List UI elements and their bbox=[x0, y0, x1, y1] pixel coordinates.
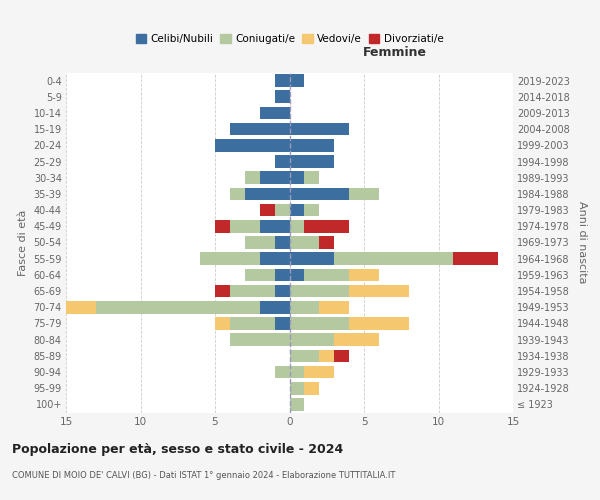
Bar bbox=[290, 172, 304, 184]
Bar bbox=[245, 268, 275, 281]
Bar bbox=[290, 139, 334, 151]
Bar bbox=[215, 139, 290, 151]
Bar bbox=[260, 301, 290, 314]
Bar bbox=[230, 285, 275, 298]
Bar bbox=[290, 285, 349, 298]
Bar bbox=[290, 382, 304, 394]
Bar bbox=[290, 268, 304, 281]
Bar bbox=[334, 350, 349, 362]
Bar bbox=[290, 204, 304, 216]
Bar bbox=[349, 188, 379, 200]
Bar bbox=[290, 350, 319, 362]
Bar bbox=[290, 188, 349, 200]
Text: Femmine: Femmine bbox=[362, 46, 427, 59]
Bar bbox=[290, 74, 304, 87]
Legend: Celibi/Nubili, Coniugati/e, Vedovi/e, Divorziati/e: Celibi/Nubili, Coniugati/e, Vedovi/e, Di… bbox=[131, 30, 448, 48]
Bar bbox=[230, 123, 290, 136]
Bar bbox=[230, 334, 290, 346]
Bar bbox=[275, 366, 290, 378]
Bar bbox=[290, 155, 334, 168]
Y-axis label: Fasce di età: Fasce di età bbox=[18, 210, 28, 276]
Bar bbox=[215, 285, 230, 298]
Bar bbox=[275, 90, 290, 103]
Bar bbox=[215, 317, 230, 330]
Bar bbox=[304, 366, 334, 378]
Bar bbox=[304, 172, 319, 184]
Bar bbox=[349, 285, 409, 298]
Bar bbox=[96, 301, 260, 314]
Bar bbox=[275, 268, 290, 281]
Bar bbox=[290, 252, 334, 265]
Bar bbox=[260, 204, 275, 216]
Text: Popolazione per età, sesso e stato civile - 2024: Popolazione per età, sesso e stato civil… bbox=[12, 442, 343, 456]
Bar bbox=[260, 106, 290, 120]
Bar bbox=[304, 382, 319, 394]
Bar bbox=[260, 252, 290, 265]
Bar bbox=[349, 317, 409, 330]
Bar bbox=[334, 252, 454, 265]
Bar bbox=[290, 334, 334, 346]
Bar bbox=[275, 74, 290, 87]
Bar bbox=[290, 123, 349, 136]
Bar bbox=[245, 188, 290, 200]
Bar bbox=[275, 204, 290, 216]
Bar bbox=[304, 204, 319, 216]
Bar bbox=[215, 220, 230, 232]
Bar bbox=[290, 317, 349, 330]
Bar bbox=[275, 155, 290, 168]
Bar bbox=[319, 236, 334, 249]
Bar bbox=[319, 301, 349, 314]
Bar bbox=[230, 317, 275, 330]
Bar bbox=[290, 220, 304, 232]
Bar bbox=[275, 236, 290, 249]
Bar bbox=[275, 285, 290, 298]
Bar bbox=[275, 317, 290, 330]
Bar bbox=[260, 220, 290, 232]
Bar bbox=[290, 236, 319, 249]
Bar bbox=[304, 220, 349, 232]
Bar bbox=[200, 252, 260, 265]
Bar bbox=[304, 268, 349, 281]
Y-axis label: Anni di nascita: Anni di nascita bbox=[577, 201, 587, 284]
Bar bbox=[454, 252, 498, 265]
Bar bbox=[319, 350, 334, 362]
Text: COMUNE DI MOIO DE' CALVI (BG) - Dati ISTAT 1° gennaio 2024 - Elaborazione TUTTIT: COMUNE DI MOIO DE' CALVI (BG) - Dati IST… bbox=[12, 471, 395, 480]
Bar bbox=[349, 268, 379, 281]
Bar bbox=[66, 301, 96, 314]
Bar bbox=[230, 220, 260, 232]
Bar bbox=[290, 398, 304, 410]
Bar bbox=[334, 334, 379, 346]
Bar bbox=[230, 188, 245, 200]
Bar bbox=[245, 172, 260, 184]
Bar bbox=[245, 236, 275, 249]
Bar bbox=[290, 366, 304, 378]
Bar bbox=[260, 172, 290, 184]
Bar bbox=[290, 301, 319, 314]
